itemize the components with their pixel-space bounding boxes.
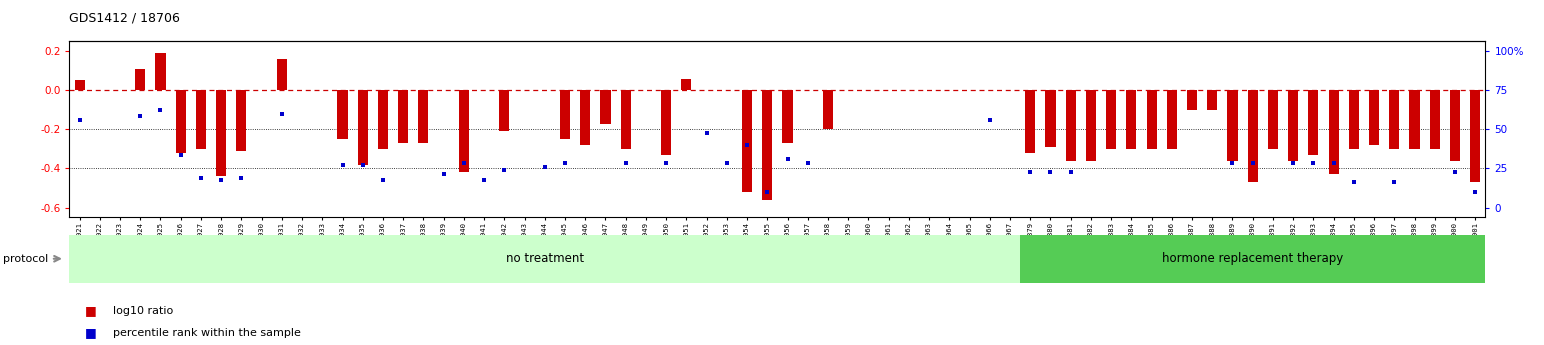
Bar <box>581 90 590 145</box>
Bar <box>1450 90 1461 161</box>
Bar <box>1470 90 1481 182</box>
Bar <box>459 90 469 172</box>
Bar <box>1106 90 1116 149</box>
Bar <box>783 90 792 143</box>
Bar <box>601 90 610 124</box>
Text: no treatment: no treatment <box>506 252 584 265</box>
Bar <box>743 90 752 192</box>
Bar <box>1390 90 1399 149</box>
Bar <box>621 90 631 149</box>
Bar <box>1308 90 1319 155</box>
Bar <box>156 53 165 90</box>
Bar <box>1410 90 1419 149</box>
Bar <box>1288 90 1299 161</box>
Bar <box>418 90 429 143</box>
Bar <box>763 90 772 200</box>
Bar <box>1065 90 1076 161</box>
Bar <box>338 90 347 139</box>
Bar <box>1349 90 1359 149</box>
Bar <box>1167 90 1177 149</box>
Bar <box>176 90 185 153</box>
Bar <box>1021 235 1485 283</box>
Bar <box>358 90 367 165</box>
Text: protocol: protocol <box>3 254 48 264</box>
Bar <box>1187 90 1197 110</box>
Text: percentile rank within the sample: percentile rank within the sample <box>113 328 301 338</box>
Text: hormone replacement therapy: hormone replacement therapy <box>1163 252 1343 265</box>
Bar <box>216 90 227 176</box>
Bar <box>1147 90 1156 149</box>
Text: ■: ■ <box>85 304 97 317</box>
Bar <box>1126 90 1136 149</box>
Text: ■: ■ <box>85 326 97 339</box>
Bar <box>74 80 85 90</box>
Bar <box>1370 90 1379 145</box>
Text: log10 ratio: log10 ratio <box>113 306 173 315</box>
Bar <box>378 90 388 149</box>
Bar <box>1025 90 1036 153</box>
Bar <box>823 90 834 129</box>
Bar <box>136 69 145 90</box>
Bar <box>661 90 672 155</box>
Bar <box>1207 90 1217 110</box>
Bar <box>1248 90 1258 182</box>
Bar <box>1268 90 1278 149</box>
Bar <box>560 90 570 139</box>
Bar <box>681 79 692 90</box>
Bar <box>196 90 205 149</box>
Bar <box>1430 90 1441 149</box>
Bar <box>398 90 408 143</box>
Bar <box>1045 90 1056 147</box>
Bar <box>236 90 247 151</box>
Bar <box>499 90 510 131</box>
Text: GDS1412 / 18706: GDS1412 / 18706 <box>69 11 181 24</box>
Bar <box>69 235 1021 283</box>
Bar <box>276 59 287 90</box>
Bar <box>1328 90 1339 174</box>
Bar <box>1227 90 1238 161</box>
Bar <box>1085 90 1096 161</box>
